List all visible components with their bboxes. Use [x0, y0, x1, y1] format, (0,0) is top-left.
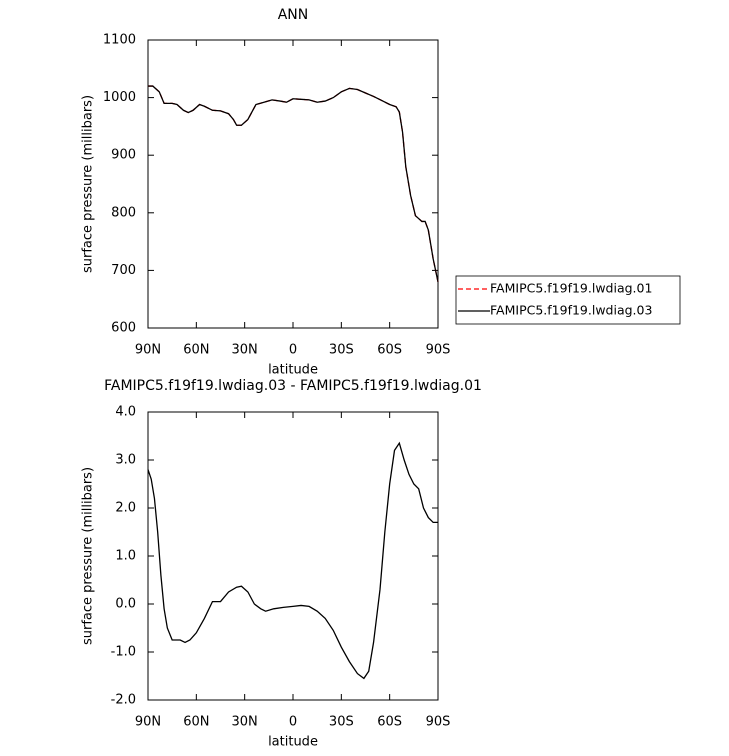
- y-tick-label: 800: [111, 205, 136, 220]
- x-tick-label: 0: [289, 715, 297, 730]
- x-tick-label: 60N: [183, 343, 209, 358]
- x-tick-label: 30S: [329, 343, 354, 358]
- x-tick-label: 0: [289, 343, 297, 358]
- plot-frame: [147, 411, 439, 701]
- y-tick-label: -1.0: [111, 645, 136, 660]
- x-tick-label: 60S: [377, 715, 402, 730]
- legend-box: [455, 275, 681, 325]
- x-tick-label: 60S: [377, 343, 402, 358]
- x-tick-label: 30S: [329, 715, 354, 730]
- x-tick-label: 30N: [232, 715, 258, 730]
- x-tick-label: 90N: [135, 715, 161, 730]
- y-tick-label: 1000: [103, 90, 136, 105]
- y-axis-label: surface pressure (millibars): [81, 467, 96, 645]
- data-line: [148, 85, 439, 283]
- data-line: [147, 441, 438, 680]
- legend-label: FAMIPC5.f19f19.lwdiag.01: [490, 281, 652, 296]
- data-line: [148, 85, 439, 283]
- chart-title: FAMIPC5.f19f19.lwdiag.03 - FAMIPC5.f19f1…: [104, 378, 482, 394]
- y-tick-label: 4.0: [115, 405, 136, 420]
- y-tick-label: 2.0: [115, 501, 136, 516]
- x-tick-label: 60N: [183, 715, 209, 730]
- x-tick-label: 90N: [135, 343, 161, 358]
- chart-title: ANN: [278, 7, 309, 23]
- x-tick-label: 30N: [232, 343, 258, 358]
- y-tick-label: 3.0: [115, 453, 136, 468]
- x-axis-label: latitude: [268, 735, 318, 750]
- y-tick-label: 1100: [103, 33, 136, 48]
- y-tick-label: 0.0: [115, 597, 136, 612]
- y-tick-label: 1.0: [115, 549, 136, 564]
- legend-label: FAMIPC5.f19f19.lwdiag.03: [490, 303, 652, 318]
- x-axis-label: latitude: [268, 363, 318, 378]
- y-tick-label: 700: [111, 263, 136, 278]
- y-tick-label: -2.0: [111, 693, 136, 708]
- plot-frame: [147, 39, 439, 329]
- y-axis-label: surface pressure (millibars): [81, 95, 96, 273]
- x-tick-label: 90S: [426, 715, 451, 730]
- y-tick-label: 900: [111, 148, 136, 163]
- x-tick-label: 90S: [426, 343, 451, 358]
- y-tick-label: 600: [111, 321, 136, 336]
